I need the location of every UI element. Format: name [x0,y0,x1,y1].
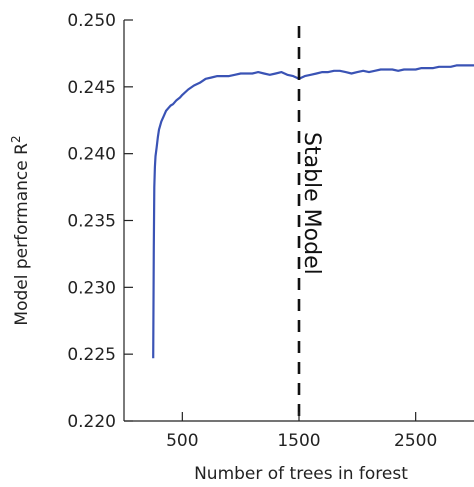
y-tick-label: 0.245 [67,78,116,98]
x-tick-label: 2500 [394,431,437,451]
y-tick-label: 0.225 [67,345,116,365]
series-line [152,64,474,359]
series-layer [152,64,474,359]
y-axis-label: Model performance R2 [9,135,32,325]
y-tick-label: 0.230 [67,278,116,298]
y-axis-label-text: Model performance R [12,143,32,326]
y-axis-label-superscript: 2 [9,135,23,143]
x-axis-label: Number of trees in forest [194,464,408,484]
y-tick-label: 0.240 [67,145,116,165]
annotation-layer: Stable Model [297,26,324,421]
tick-layer: 0.220 0.225 0.230 0.235 0.240 0.245 0.250 500 15… [67,11,437,451]
x-tick-label: 1500 [277,431,320,451]
stable-model-label: Stable Model [299,132,324,275]
y-tick-label: 0.235 [67,212,116,232]
y-tick-label: 0.250 [67,11,116,31]
y-tick-label: 0.220 [67,412,116,432]
x-tick-label: 500 [166,431,198,451]
